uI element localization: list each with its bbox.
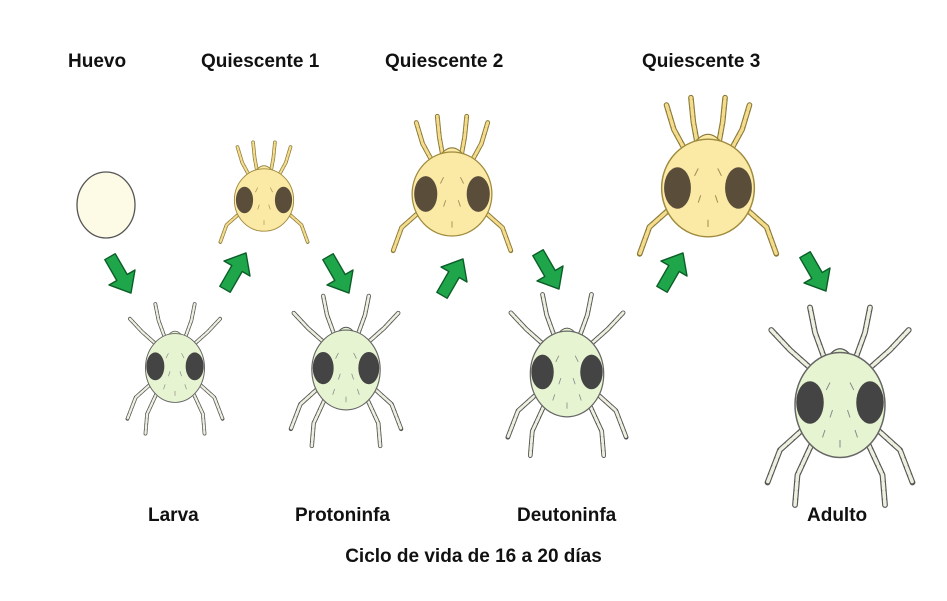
arrow-q1-to-protonymph-icon: [314, 248, 363, 302]
arrow-larva-to-q1-icon: [211, 244, 260, 298]
egg-illustration: [76, 171, 136, 239]
deutonymph-mite-icon: [508, 294, 626, 455]
protonymph-mite-icon: [291, 296, 401, 446]
quiescent2-mite-icon: [393, 116, 511, 250]
quiescent1-mite-icon: [218, 140, 310, 244]
larva-mite-icon: [125, 302, 225, 436]
adult-mite-icon: [768, 308, 913, 506]
label-adult: Adulto: [807, 505, 868, 526]
arrow-protonymph-to-q2-icon: [428, 250, 477, 304]
label-deutonymph: Deutoninfa: [517, 505, 617, 526]
label-quiescent2: Quiescente 2: [385, 51, 504, 72]
arrow-deutonymph-to-q3-icon: [648, 244, 697, 298]
label-egg: Huevo: [68, 51, 127, 72]
arrow-q2-to-deutonymph-icon: [524, 244, 573, 298]
arrow-egg-to-larva-icon: [96, 248, 145, 302]
label-larva: Larva: [148, 505, 199, 526]
quiescent3-mite-icon: [640, 98, 777, 254]
arrow-q3-to-adult-icon: [791, 246, 840, 300]
diagram-caption: Ciclo de vida de 16 a 20 días: [345, 546, 602, 567]
label-quiescent1: Quiescente 1: [201, 51, 320, 72]
label-quiescent3: Quiescente 3: [642, 51, 761, 72]
label-protonymph: Protoninfa: [295, 505, 390, 526]
